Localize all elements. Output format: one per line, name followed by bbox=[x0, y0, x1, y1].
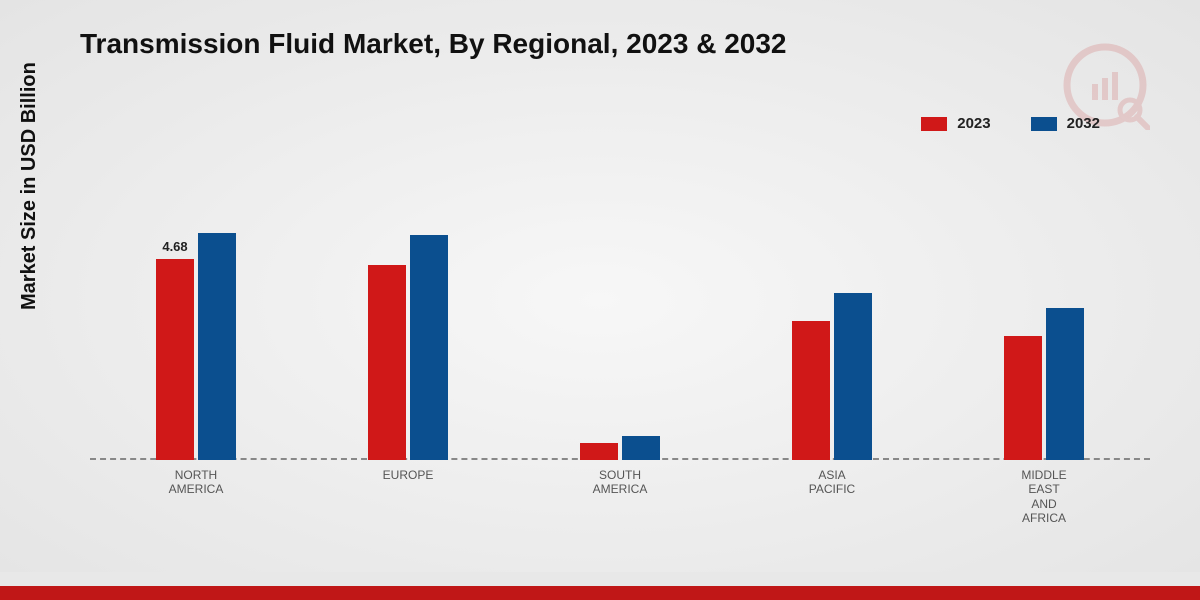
bar-group: SOUTH AMERICA bbox=[580, 436, 660, 460]
footer-stripe bbox=[0, 572, 1200, 586]
bar-2023 bbox=[792, 321, 830, 460]
chart-title: Transmission Fluid Market, By Regional, … bbox=[80, 28, 786, 60]
footer-bar bbox=[0, 586, 1200, 600]
bar-2023: 4.68 bbox=[156, 259, 194, 460]
plot-area: 4.68NORTH AMERICA EUROPE SOUTH AMERICA ASIA… bbox=[90, 160, 1150, 460]
legend-item-2023: 2023 bbox=[921, 115, 990, 132]
x-axis-label: MIDDLE EAST AND AFRICA bbox=[984, 468, 1104, 526]
x-axis-label: ASIA PACIFIC bbox=[772, 468, 892, 497]
bar-group: 4.68NORTH AMERICA bbox=[156, 233, 236, 460]
x-axis-label: NORTH AMERICA bbox=[136, 468, 256, 497]
bar-2032 bbox=[198, 233, 236, 460]
legend: 2023 2032 bbox=[921, 115, 1100, 132]
x-axis-label: EUROPE bbox=[348, 468, 468, 482]
bar-2023 bbox=[1004, 336, 1042, 460]
chart-root: Transmission Fluid Market, By Regional, … bbox=[0, 0, 1200, 600]
bar-group: MIDDLE EAST AND AFRICA bbox=[1004, 308, 1084, 460]
legend-label-2023: 2023 bbox=[957, 115, 990, 132]
legend-item-2032: 2032 bbox=[1031, 115, 1100, 132]
bar-group: EUROPE bbox=[368, 235, 448, 460]
y-axis-label: Market Size in USD Billion bbox=[18, 62, 41, 310]
legend-swatch-2032 bbox=[1031, 117, 1057, 131]
bar-2023 bbox=[368, 265, 406, 460]
legend-swatch-2023 bbox=[921, 117, 947, 131]
bar-2032 bbox=[410, 235, 448, 460]
bar-2023 bbox=[580, 443, 618, 460]
data-label: 4.68 bbox=[162, 239, 187, 254]
bar-2032 bbox=[834, 293, 872, 460]
bar-2032 bbox=[1046, 308, 1084, 460]
bar-2032 bbox=[622, 436, 660, 460]
legend-label-2032: 2032 bbox=[1067, 115, 1100, 132]
bar-group: ASIA PACIFIC bbox=[792, 293, 872, 460]
x-axis-label: SOUTH AMERICA bbox=[560, 468, 680, 497]
